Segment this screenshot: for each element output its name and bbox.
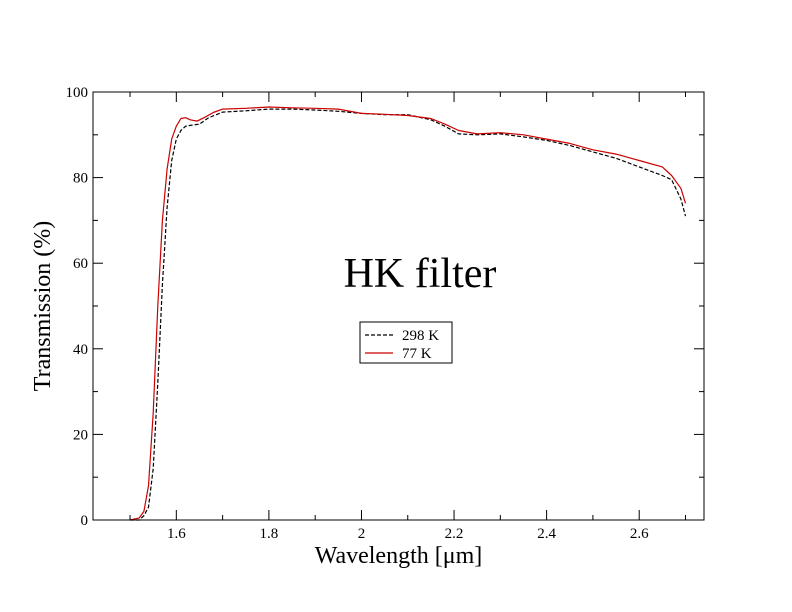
y-tick-label: 20 — [73, 427, 88, 443]
legend: 298 K 77 K — [359, 321, 453, 364]
series-line — [129, 106, 687, 521]
y-axis-label: Transmission (%) — [30, 221, 56, 391]
x-tick-label: 2.2 — [445, 526, 464, 542]
x-tick-label: 2 — [358, 526, 366, 542]
chart-title: HK filter — [344, 251, 497, 297]
y-tick-label: 40 — [73, 342, 88, 358]
axis-ticks: 1.6 1.8 2 2.2 2.4 2.6 0 20 40 60 80 100 — [66, 85, 704, 542]
series-line — [130, 108, 687, 521]
legend-box — [359, 321, 453, 364]
x-tick-label: 1.8 — [260, 526, 279, 542]
x-axis-label: Wavelength [μm] — [315, 543, 483, 569]
x-tick-label: 1.6 — [167, 526, 186, 542]
y-tick-label: 100 — [66, 85, 89, 101]
y-tick-label: 60 — [73, 256, 88, 272]
legend-label: 298 K — [402, 328, 439, 344]
x-tick-label: 2.6 — [630, 526, 649, 542]
x-tick-label: 2.4 — [537, 526, 556, 542]
y-tick-label: 80 — [73, 171, 88, 187]
plot-lines — [129, 106, 687, 521]
legend-label: 77 K — [402, 346, 432, 362]
y-tick-label: 0 — [81, 513, 89, 529]
